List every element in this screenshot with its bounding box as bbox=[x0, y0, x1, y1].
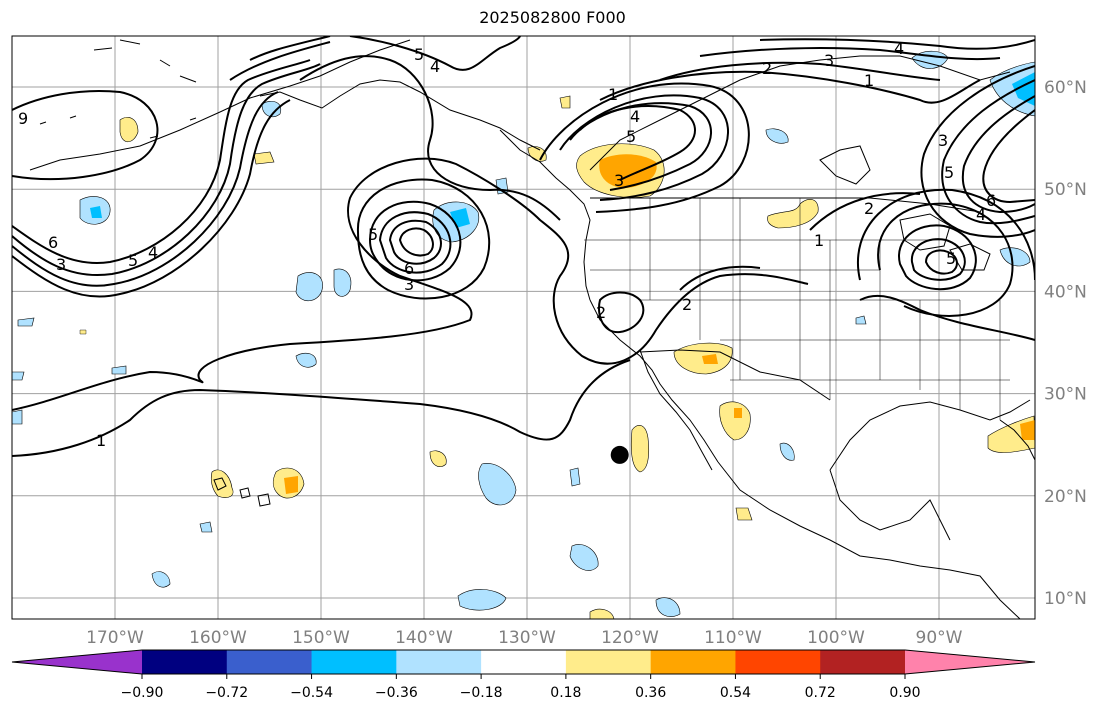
colorbar-tick-label: 0.18 bbox=[550, 685, 581, 701]
location-marker bbox=[610, 445, 629, 464]
svg-text:4: 4 bbox=[976, 205, 986, 224]
colorbar-tick-label: 0.72 bbox=[805, 685, 836, 701]
colorbar-bin bbox=[735, 650, 821, 674]
lat-label: 20°N bbox=[1044, 487, 1087, 507]
anomaly-shading bbox=[12, 50, 1035, 619]
lon-label: 150°W bbox=[292, 628, 350, 648]
lon-label: 90°W bbox=[916, 628, 963, 648]
svg-text:3: 3 bbox=[614, 171, 624, 190]
svg-text:3: 3 bbox=[824, 51, 834, 70]
lat-label: 30°N bbox=[1044, 385, 1087, 405]
svg-text:5: 5 bbox=[414, 45, 424, 64]
colorbar bbox=[11, 649, 1036, 675]
svg-text:2: 2 bbox=[864, 199, 874, 218]
colorbar-tick-label: −0.54 bbox=[290, 685, 333, 701]
colorbar-tick-label: −0.18 bbox=[460, 685, 503, 701]
svg-text:5: 5 bbox=[946, 249, 956, 268]
colorbar-tick-label: −0.36 bbox=[375, 685, 418, 701]
svg-text:2: 2 bbox=[762, 59, 772, 78]
colorbar-bin bbox=[311, 650, 397, 674]
map-title: 2025082800 F000 bbox=[479, 8, 626, 27]
colorbar-bin bbox=[142, 650, 228, 674]
lat-label: 40°N bbox=[1044, 282, 1087, 302]
svg-text:3: 3 bbox=[404, 275, 414, 294]
contour-lines bbox=[12, 36, 1035, 457]
colorbar-tick-label: −0.72 bbox=[205, 685, 248, 701]
colorbar-over-arrow bbox=[905, 650, 1035, 674]
svg-text:4: 4 bbox=[148, 243, 158, 262]
colorbar-under-arrow bbox=[12, 650, 142, 674]
colorbar-bin bbox=[650, 650, 736, 674]
svg-text:4: 4 bbox=[430, 57, 440, 76]
svg-text:2: 2 bbox=[682, 295, 692, 314]
colorbar-bin bbox=[226, 650, 313, 674]
longitude-labels: 170°W 160°W 150°W 140°W 130°W 120°W 110°W 100°W… bbox=[86, 628, 963, 648]
svg-text:5: 5 bbox=[368, 225, 378, 244]
svg-text:5: 5 bbox=[944, 163, 954, 182]
lat-label: 10°N bbox=[1044, 589, 1087, 609]
colorbar-tick-label: 0.54 bbox=[720, 685, 751, 701]
lat-label: 60°N bbox=[1044, 78, 1087, 98]
svg-text:6: 6 bbox=[986, 191, 996, 210]
svg-text:6: 6 bbox=[404, 259, 414, 278]
svg-text:6: 6 bbox=[48, 233, 58, 252]
colorbar-bin bbox=[396, 650, 482, 674]
svg-text:5: 5 bbox=[128, 251, 138, 270]
lon-label: 120°W bbox=[601, 628, 659, 648]
contour-labels: 1 1 1 1 2 2 2 2 3 3 3 3 3 4 4 4 4 4 5 5 … bbox=[18, 39, 996, 450]
lat-label: 50°N bbox=[1044, 180, 1087, 200]
colorbar-tick-labels: −0.90 −0.72 −0.54 −0.36 −0.18 0.18 0.36 0.54 0.7… bbox=[121, 674, 921, 701]
lon-label: 130°W bbox=[498, 628, 556, 648]
lon-label: 170°W bbox=[86, 628, 144, 648]
svg-text:1: 1 bbox=[864, 71, 874, 90]
svg-text:5: 5 bbox=[626, 127, 636, 146]
lon-label: 160°W bbox=[189, 628, 247, 648]
svg-text:4: 4 bbox=[894, 39, 904, 58]
lon-label: 140°W bbox=[395, 628, 453, 648]
svg-text:1: 1 bbox=[608, 85, 618, 104]
svg-text:3: 3 bbox=[56, 255, 66, 274]
colorbar-bin bbox=[565, 650, 652, 674]
svg-text:4: 4 bbox=[630, 107, 640, 126]
colorbar-tick-label: −0.90 bbox=[121, 685, 164, 701]
colorbar-bin bbox=[481, 650, 567, 674]
colorbar-tick-label: 0.36 bbox=[635, 685, 666, 701]
lon-label: 110°W bbox=[704, 628, 762, 648]
map-frame bbox=[11, 35, 1036, 620]
svg-text:1: 1 bbox=[814, 231, 824, 250]
latitude-labels: 10°N 20°N 30°N 40°N 50°N 60°N bbox=[1044, 78, 1087, 609]
svg-text:9: 9 bbox=[18, 109, 28, 128]
lon-label: 100°W bbox=[807, 628, 865, 648]
svg-text:1: 1 bbox=[96, 431, 106, 450]
svg-text:3: 3 bbox=[938, 131, 948, 150]
colorbar-tick-label: 0.90 bbox=[889, 685, 920, 701]
map-background bbox=[12, 36, 1035, 619]
colorbar-bin bbox=[820, 650, 906, 674]
svg-text:2: 2 bbox=[596, 303, 606, 322]
